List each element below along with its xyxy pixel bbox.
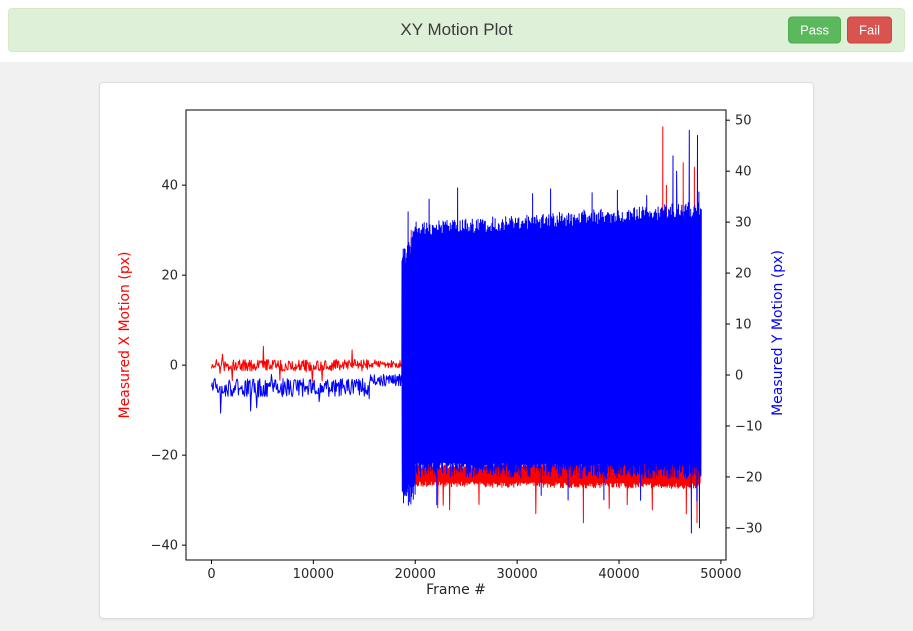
right-y-tick-label: 20 bbox=[735, 267, 752, 282]
right-y-tick-label: −30 bbox=[735, 521, 762, 536]
right-y-tick-label: −20 bbox=[735, 470, 762, 485]
series-x-motion-line bbox=[211, 126, 701, 524]
right-y-tick-label: 50 bbox=[735, 114, 752, 129]
plot-area: 0 10000 20000 30000 40000 50000 −40 −20 0 20 40 −30… bbox=[151, 109, 762, 582]
plot-border bbox=[185, 109, 727, 561]
header-strip: XY Motion Plot Pass Fail bbox=[0, 0, 913, 62]
x-tick-label: 0 bbox=[207, 567, 215, 582]
left-y-tick-label: 20 bbox=[161, 269, 178, 284]
header-bar: XY Motion Plot Pass Fail bbox=[8, 8, 905, 52]
x-axis-label: Frame # bbox=[426, 582, 486, 598]
right-y-tick-label: 40 bbox=[735, 165, 752, 180]
pass-button[interactable]: Pass bbox=[788, 16, 842, 44]
x-tick-label: 50000 bbox=[700, 567, 741, 582]
left-y-tick-label: 40 bbox=[161, 179, 178, 194]
content-area: 0 10000 20000 30000 40000 50000 −40 −20 0 20 40 −30… bbox=[0, 62, 913, 631]
right-y-tick-label: 30 bbox=[735, 216, 752, 231]
left-y-tick-label: 0 bbox=[170, 359, 178, 374]
left-y-tick-label: −20 bbox=[151, 449, 178, 464]
x-tick-label: 30000 bbox=[496, 567, 537, 582]
x-tick-label: 10000 bbox=[293, 567, 334, 582]
right-y-axis-label: Measured Y Motion (px) bbox=[770, 250, 786, 416]
right-y-tick-label: 0 bbox=[735, 369, 743, 384]
page-title: XY Motion Plot bbox=[400, 20, 513, 39]
left-y-tick-label: −40 bbox=[151, 539, 178, 554]
fail-button[interactable]: Fail bbox=[847, 16, 892, 44]
x-tick-label: 40000 bbox=[598, 567, 639, 582]
x-tick-label: 20000 bbox=[395, 567, 436, 582]
plot-card: 0 10000 20000 30000 40000 50000 −40 −20 0 20 40 −30… bbox=[99, 82, 814, 619]
right-y-tick-label: 10 bbox=[735, 318, 752, 333]
left-y-axis-label: Measured X Motion (px) bbox=[117, 252, 133, 419]
xy-motion-plot: 0 10000 20000 30000 40000 50000 −40 −20 0 20 40 −30… bbox=[117, 109, 786, 598]
header-buttons: Pass Fail bbox=[788, 16, 892, 44]
series-y-motion-line bbox=[211, 129, 702, 534]
right-y-tick-label: −10 bbox=[735, 419, 762, 434]
